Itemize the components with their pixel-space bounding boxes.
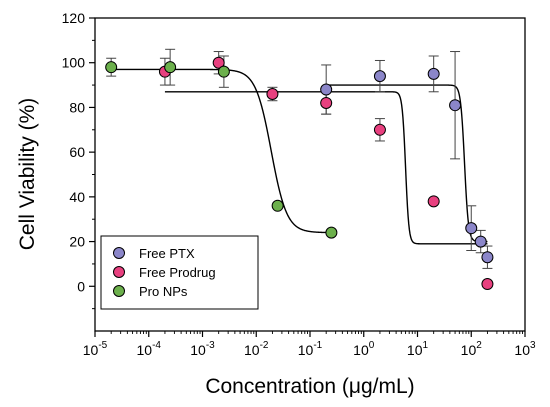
legend-label: Free Prodrug	[139, 265, 216, 280]
legend-marker	[113, 247, 125, 259]
data-point	[271, 199, 284, 212]
data-point	[320, 83, 333, 96]
data-point	[105, 61, 118, 74]
data-point	[217, 65, 230, 78]
legend-box	[100, 235, 259, 310]
y-tick-label: 120	[62, 10, 86, 26]
data-point	[373, 123, 386, 136]
y-tick-label: 60	[69, 144, 85, 160]
x-tick-label: 10-1	[298, 340, 323, 358]
y-axis-title: Cell Viability (%)	[16, 98, 39, 251]
data-point	[212, 56, 225, 69]
legend-marker	[113, 266, 125, 278]
x-tick-label: 10-2	[244, 340, 269, 358]
x-tick-label: 101	[407, 340, 429, 358]
fit-curve	[111, 68, 332, 234]
fit-curves	[111, 68, 488, 245]
x-tick-label: 103	[514, 340, 536, 358]
y-axis: 0 20 40 60 80 100 120	[62, 10, 95, 310]
data-point	[373, 70, 386, 83]
data-point	[481, 251, 494, 264]
data-point	[320, 96, 333, 109]
y-tick-label: 40	[69, 189, 85, 205]
data-point	[325, 226, 338, 239]
data-points	[105, 56, 494, 291]
x-tick-label: 102	[461, 340, 483, 358]
data-point	[465, 222, 478, 235]
legend-label: Free PTX	[139, 246, 195, 261]
data-point	[449, 99, 462, 112]
legend-label: Pro NPs	[139, 284, 188, 299]
data-point	[164, 61, 177, 74]
x-axis-title: Concentration (μg/mL)	[205, 375, 414, 398]
x-axis: 10-5 10-4 10-3 10-2 10-1 100 101 102 103	[83, 331, 536, 358]
y-tick-label: 100	[62, 55, 86, 71]
x-tick-label: 100	[353, 340, 375, 358]
y-tick-label: 0	[77, 278, 85, 294]
legend: Free PTX Free Prodrug Pro NPs	[100, 235, 259, 310]
data-point	[427, 67, 440, 80]
x-tick-label: 10-3	[190, 340, 215, 358]
data-point	[474, 235, 487, 248]
fit-curve	[326, 84, 488, 243]
data-point	[481, 278, 494, 291]
legend-marker	[113, 285, 125, 297]
x-tick-label: 10-4	[137, 340, 162, 358]
y-tick-label: 20	[69, 234, 85, 250]
data-point	[427, 195, 440, 208]
x-tick-label: 10-5	[83, 340, 108, 358]
data-point	[266, 88, 279, 101]
y-tick-label: 80	[69, 99, 85, 115]
